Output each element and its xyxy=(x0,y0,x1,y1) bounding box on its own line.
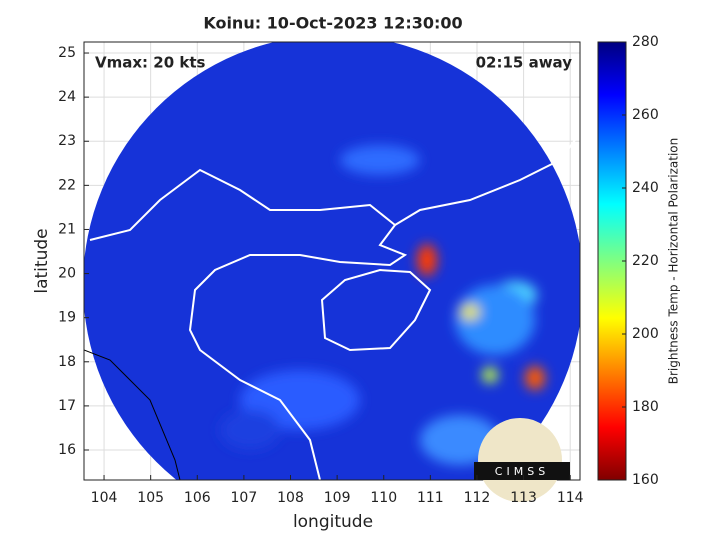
colorbar-tick-label: 240 xyxy=(632,180,659,196)
colorbar-tick-label: 280 xyxy=(632,34,659,50)
x-tick-label: 105 xyxy=(137,490,164,506)
annotation: Vmax: 20 kts xyxy=(95,54,205,72)
x-tick-label: 113 xyxy=(510,490,537,506)
y-tick-label: 23 xyxy=(58,133,76,149)
chart-title: Koinu: 10-Oct-2023 12:30:00 xyxy=(203,14,462,33)
colorbar-tick-label: 200 xyxy=(632,326,659,342)
colorbar-tick-label: 220 xyxy=(632,253,659,269)
x-axis-label: longitude xyxy=(293,512,373,532)
brightness-field xyxy=(84,42,580,480)
colorbar-tick-label: 180 xyxy=(632,399,659,415)
x-tick-label: 114 xyxy=(557,490,584,506)
x-tick-label: 108 xyxy=(277,490,304,506)
y-tick-label: 22 xyxy=(58,177,76,193)
x-tick-label: 104 xyxy=(91,490,118,506)
x-tick-label: 110 xyxy=(370,490,397,506)
x-tick-label: 111 xyxy=(417,490,444,506)
y-tick-label: 16 xyxy=(58,442,76,458)
colorbar-label: Brightness Temp - Horizontal Polarizatio… xyxy=(667,138,681,385)
y-tick-label: 20 xyxy=(58,266,76,282)
y-tick-label: 19 xyxy=(58,310,76,326)
x-tick-label: 112 xyxy=(464,490,491,506)
y-tick-label: 21 xyxy=(58,221,76,237)
plot-frame xyxy=(83,41,581,481)
y-tick-label: 25 xyxy=(58,45,76,61)
x-tick-label: 106 xyxy=(184,490,211,506)
logo-text: CIMSS xyxy=(495,465,549,478)
y-tick-label: 17 xyxy=(58,398,76,414)
x-tick-label: 109 xyxy=(324,490,351,506)
logo: CIMSS xyxy=(474,418,570,502)
colorbar-tick-label: 260 xyxy=(632,107,659,123)
colorbar xyxy=(597,41,627,481)
y-tick-label: 18 xyxy=(58,354,76,370)
y-tick-label: 24 xyxy=(58,89,76,105)
x-tick-label: 107 xyxy=(231,490,258,506)
colorbar-tick-label: 160 xyxy=(632,472,659,488)
annotation: 02:15 away xyxy=(476,54,573,72)
y-axis-label: latitude xyxy=(32,228,52,293)
